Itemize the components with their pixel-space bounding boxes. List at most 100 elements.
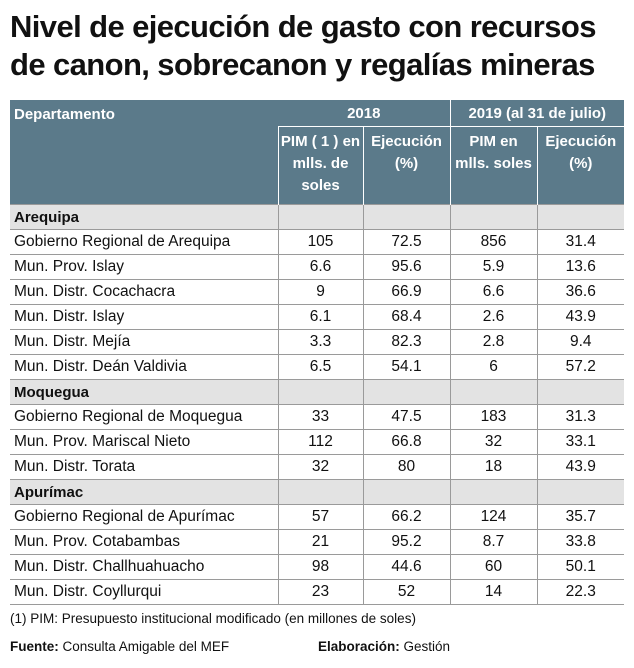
table-row: Mun. Distr. Cocachacra 9 66.9 6.6 36.6 — [10, 279, 624, 305]
ejecucion-2019-cell: 31.4 — [536, 229, 624, 255]
group-name: Moquegua — [10, 379, 278, 405]
entity-name: Mun. Prov. Islay — [10, 254, 278, 280]
pim-2019-cell: 14 — [449, 579, 537, 605]
credits: Fuente: Consulta Amigable del MEF Elabor… — [10, 639, 624, 654]
ejecucion-2019-cell: 50.1 — [536, 554, 624, 580]
entity-name: Mun. Distr. Coyllurqui — [10, 579, 278, 605]
group-empty-cell — [449, 479, 537, 505]
table-row: Mun. Distr. Torata 32 80 18 43.9 — [10, 454, 624, 480]
group-empty-cell — [536, 479, 624, 505]
pim-2018-cell: 57 — [277, 504, 363, 530]
pim-2018-cell: 105 — [277, 229, 363, 255]
table-row: Mun. Distr. Islay 6.1 68.4 2.6 43.9 — [10, 304, 624, 330]
table-row: Mun. Distr. Mejía 3.3 82.3 2.8 9.4 — [10, 329, 624, 355]
ejecucion-2018-cell: 68.4 — [362, 304, 450, 330]
pim-2019-cell: 18 — [449, 454, 537, 480]
pim-2018-cell: 98 — [277, 554, 363, 580]
group-empty-cell — [362, 479, 450, 505]
group-name: Apurímac — [10, 479, 278, 505]
pim-2018-cell: 112 — [277, 429, 363, 455]
ejecucion-2018-cell: 95.6 — [362, 254, 450, 280]
pim-2018-cell: 23 — [277, 579, 363, 605]
header-ejecucion-2018: Ejecución (%) — [362, 126, 450, 205]
ejecucion-2018-cell: 54.1 — [362, 354, 450, 380]
group-row: Apurímac — [10, 479, 624, 505]
ejecucion-2018-cell: 72.5 — [362, 229, 450, 255]
pim-2018-cell: 3.3 — [277, 329, 363, 355]
entity-name: Gobierno Regional de Arequipa — [10, 229, 278, 255]
elaboration: Elaboración: Gestión — [318, 639, 450, 654]
table-row: Mun. Distr. Coyllurqui 23 52 14 22.3 — [10, 579, 624, 605]
ejecucion-2019-cell: 33.1 — [536, 429, 624, 455]
table-row: Gobierno Regional de Arequipa 105 72.5 856 3… — [10, 229, 624, 255]
ejecucion-2019-cell: 43.9 — [536, 304, 624, 330]
pim-2019-cell: 2.6 — [449, 304, 537, 330]
pim-2019-cell: 124 — [449, 504, 537, 530]
ejecucion-2019-cell: 22.3 — [536, 579, 624, 605]
header-departamento: Departamento — [10, 100, 278, 205]
ejecucion-2018-cell: 47.5 — [362, 404, 450, 430]
entity-name: Mun. Prov. Mariscal Nieto — [10, 429, 278, 455]
group-empty-cell — [277, 479, 363, 505]
pim-2018-cell: 6.6 — [277, 254, 363, 280]
entity-name: Mun. Distr. Torata — [10, 454, 278, 480]
header-year-2018: 2018 — [278, 100, 451, 127]
group-empty-cell — [449, 204, 537, 230]
header-pim-2018: PIM ( 1 ) en mlls. de soles — [277, 126, 363, 205]
group-empty-cell — [277, 379, 363, 405]
pim-2019-cell: 60 — [449, 554, 537, 580]
pim-2019-cell: 856 — [449, 229, 537, 255]
elaboration-label: Elaboración: — [318, 639, 400, 654]
pim-2018-cell: 32 — [277, 454, 363, 480]
table-body: Arequipa Gobierno Regional de Arequipa 105… — [10, 204, 624, 605]
entity-name: Mun. Distr. Challhuahuacho — [10, 554, 278, 580]
entity-name: Mun. Distr. Mejía — [10, 329, 278, 355]
pim-2019-cell: 2.8 — [449, 329, 537, 355]
header-pim-2019: PIM en mlls. soles — [449, 126, 537, 205]
source-label: Fuente: — [10, 639, 59, 654]
pim-2018-cell: 9 — [277, 279, 363, 305]
source-value: Consulta Amigable del MEF — [62, 639, 230, 654]
entity-name: Gobierno Regional de Apurímac — [10, 504, 278, 530]
ejecucion-2019-cell: 33.8 — [536, 529, 624, 555]
table-row: Mun. Prov. Cotabambas 21 95.2 8.7 33.8 — [10, 529, 624, 555]
group-empty-cell — [362, 204, 450, 230]
header-year-2019: 2019 (al 31 de julio) — [450, 100, 624, 127]
table-row: Mun. Prov. Islay 6.6 95.6 5.9 13.6 — [10, 254, 624, 280]
entity-name: Mun. Distr. Cocachacra — [10, 279, 278, 305]
pim-2019-cell: 6.6 — [449, 279, 537, 305]
ejecucion-2019-cell: 31.3 — [536, 404, 624, 430]
table-row: Gobierno Regional de Moquegua 33 47.5 183 31… — [10, 404, 624, 430]
ejecucion-2018-cell: 80 — [362, 454, 450, 480]
pim-2018-cell: 21 — [277, 529, 363, 555]
ejecucion-2019-cell: 9.4 — [536, 329, 624, 355]
ejecucion-2018-cell: 66.2 — [362, 504, 450, 530]
group-empty-cell — [277, 204, 363, 230]
ejecucion-2019-cell: 13.6 — [536, 254, 624, 280]
pim-2018-cell: 33 — [277, 404, 363, 430]
table-row: Mun. Distr. Deán Valdivia 6.5 54.1 6 57.2 — [10, 354, 624, 380]
ejecucion-2018-cell: 82.3 — [362, 329, 450, 355]
entity-name: Mun. Prov. Cotabambas — [10, 529, 278, 555]
ejecucion-2018-cell: 95.2 — [362, 529, 450, 555]
ejecucion-2018-cell: 66.8 — [362, 429, 450, 455]
group-empty-cell — [449, 379, 537, 405]
pim-2019-cell: 6 — [449, 354, 537, 380]
group-empty-cell — [536, 379, 624, 405]
elaboration-value: Gestión — [403, 639, 451, 654]
pim-2019-cell: 8.7 — [449, 529, 537, 555]
footnote: (1) PIM: Presupuesto institucional modif… — [10, 611, 416, 626]
pim-2019-cell: 183 — [449, 404, 537, 430]
header-ejecucion-2019: Ejecución (%) — [536, 126, 624, 205]
group-name: Arequipa — [10, 204, 278, 230]
group-empty-cell — [362, 379, 450, 405]
ejecucion-2018-cell: 44.6 — [362, 554, 450, 580]
page-title: Nivel de ejecución de gasto con recursos… — [10, 9, 596, 82]
ejecucion-2019-cell: 43.9 — [536, 454, 624, 480]
ejecucion-2019-cell: 57.2 — [536, 354, 624, 380]
pim-2018-cell: 6.1 — [277, 304, 363, 330]
table-row: Mun. Prov. Mariscal Nieto 112 66.8 32 33.1 — [10, 429, 624, 455]
entity-name: Mun. Distr. Islay — [10, 304, 278, 330]
group-empty-cell — [536, 204, 624, 230]
